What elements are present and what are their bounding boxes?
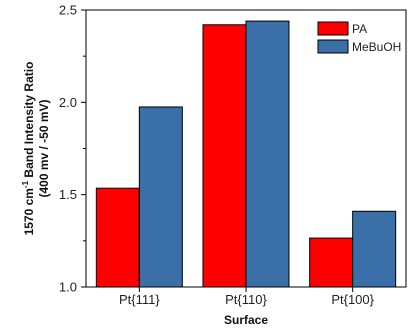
y-axis-title-superscript: -1 — [21, 180, 30, 188]
y-axis-title-suffix: Band Intensity Ratio — [22, 62, 36, 181]
y-tick-label: 1.0 — [59, 280, 77, 295]
bar-mebuoh-3 — [352, 210, 397, 288]
legend: PA MeBuOH — [317, 21, 401, 54]
x-tick-label: Pt{100} — [331, 292, 374, 307]
x-axis-ticks: Pt{111} Pt{110} Pt{100} — [119, 287, 375, 307]
bar-mebuoh-2 — [245, 20, 290, 288]
bar-pa-3 — [309, 237, 354, 288]
y-axis-title-prefix: 1570 cm — [22, 188, 36, 235]
svg-text:1570 cm-1 Band Intensity Ratio: 1570 cm-1 Band Intensity Ratio — [21, 62, 36, 236]
y-tick-label: 2.0 — [59, 95, 77, 110]
legend-swatch-mebuoh — [317, 39, 349, 54]
bar-pa-2 — [202, 24, 247, 288]
bars-group — [95, 20, 397, 288]
x-axis-title: Surface — [224, 313, 268, 327]
legend-swatch-pa — [317, 21, 349, 36]
x-tick-label: Pt{110} — [225, 292, 267, 307]
y-axis-ticks: 1.0 1.5 2.0 2.5 — [59, 3, 86, 295]
bar-mebuoh-1 — [138, 106, 183, 288]
legend-label-mebuoh: MeBuOH — [352, 40, 401, 54]
legend-label-pa: PA — [352, 22, 367, 36]
y-axis-title-line2: (400 mv / -50 mV) — [37, 99, 51, 197]
y-axis-title: 1570 cm-1 Band Intensity Ratio (400 mv /… — [21, 62, 51, 236]
y-tick-label: 2.5 — [59, 3, 77, 18]
x-tick-label: Pt{111} — [119, 292, 160, 307]
y-tick-label: 1.5 — [59, 187, 77, 202]
bar-pa-1 — [95, 187, 140, 288]
